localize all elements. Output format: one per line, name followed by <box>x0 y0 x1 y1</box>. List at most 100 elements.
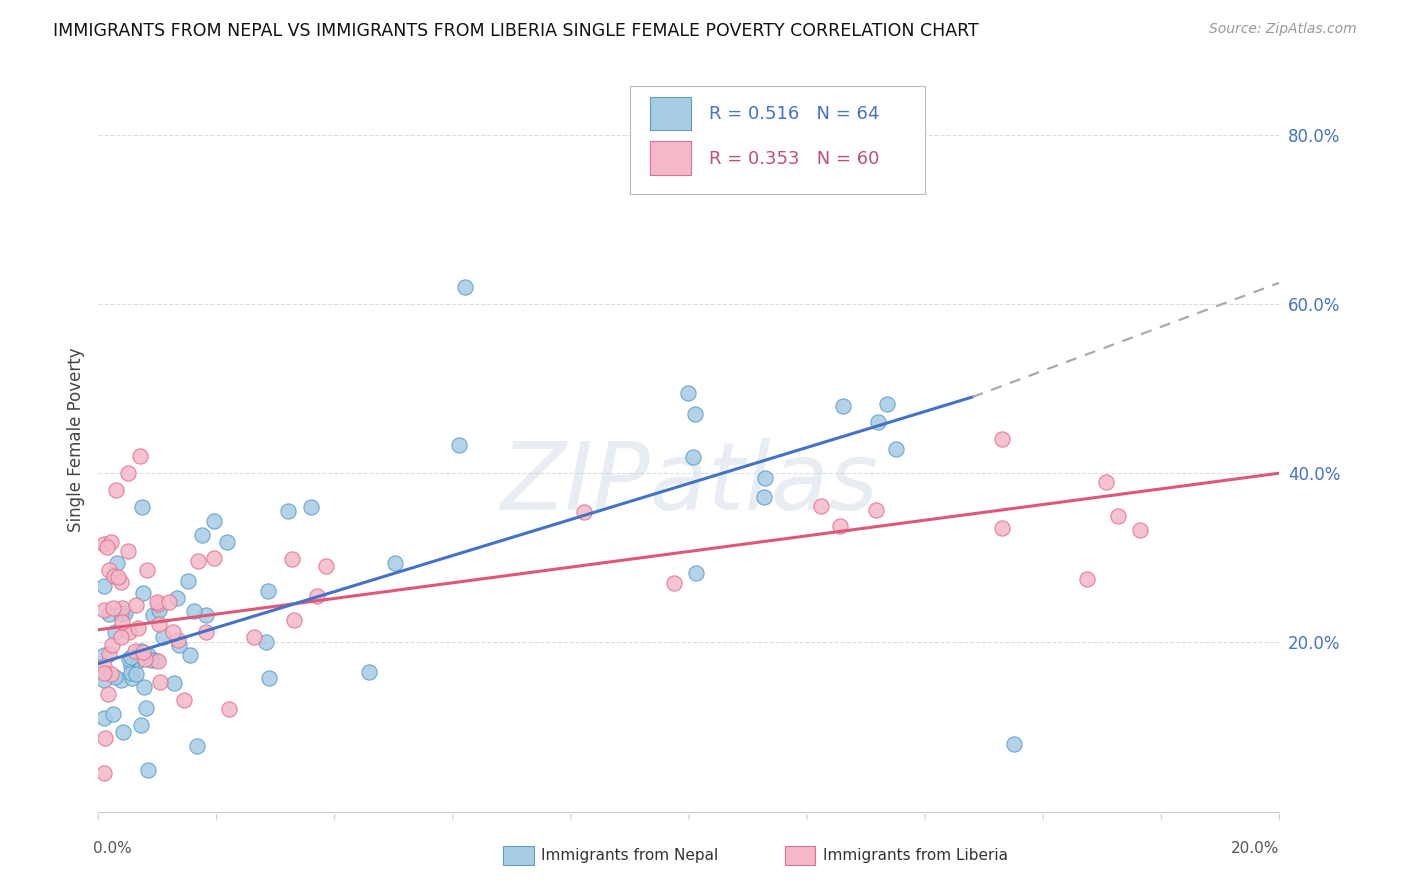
Point <box>118 652 141 666</box>
Point <box>93 673 115 687</box>
Point <box>125 598 148 612</box>
Point <box>991 433 1014 447</box>
Point <box>111 725 134 739</box>
Point <box>135 563 157 577</box>
Point <box>146 655 169 669</box>
Point <box>120 659 142 673</box>
Text: Immigrants from Liberia: Immigrants from Liberia <box>823 848 1008 863</box>
Point <box>754 490 776 504</box>
Point <box>179 648 201 663</box>
Point <box>1108 509 1130 524</box>
Point <box>125 666 148 681</box>
Point <box>100 667 122 681</box>
Text: R = 0.516   N = 64: R = 0.516 N = 64 <box>709 105 879 123</box>
Point <box>127 622 149 636</box>
Point <box>453 280 475 294</box>
Point <box>93 537 115 551</box>
Point <box>204 550 226 565</box>
Point <box>162 624 184 639</box>
Point <box>449 437 471 451</box>
Point <box>283 614 305 628</box>
Point <box>676 386 699 401</box>
Text: 20.0%: 20.0% <box>1232 841 1279 856</box>
Point <box>110 607 132 621</box>
Point <box>832 399 855 413</box>
Point <box>280 552 302 566</box>
Bar <box>650 96 692 130</box>
Bar <box>650 141 692 175</box>
Text: Source: ZipAtlas.com: Source: ZipAtlas.com <box>1209 22 1357 37</box>
Point <box>257 671 280 685</box>
Point <box>93 659 115 673</box>
Point <box>136 648 159 662</box>
Point <box>754 471 776 485</box>
Text: ZIPatlas: ZIPatlas <box>501 439 877 530</box>
Point <box>145 595 167 609</box>
Point <box>96 541 118 555</box>
Point <box>685 566 707 580</box>
Point <box>148 603 170 617</box>
Point <box>117 544 139 558</box>
Point <box>876 397 898 411</box>
Y-axis label: Single Female Poverty: Single Female Poverty <box>66 347 84 532</box>
Point <box>142 608 165 623</box>
Point <box>136 763 159 777</box>
Point <box>257 583 280 598</box>
Point <box>254 635 277 649</box>
Point <box>139 653 162 667</box>
Point <box>121 671 143 685</box>
Point <box>886 442 908 457</box>
Point <box>194 624 217 639</box>
Point <box>187 554 209 568</box>
Point <box>183 604 205 618</box>
Point <box>98 563 121 577</box>
Point <box>135 700 157 714</box>
Point <box>1002 737 1025 751</box>
Text: Immigrants from Nepal: Immigrants from Nepal <box>541 848 718 863</box>
Point <box>173 692 195 706</box>
Point <box>202 514 225 528</box>
Point <box>157 595 180 609</box>
Point <box>93 666 115 681</box>
Point <box>97 687 120 701</box>
Point <box>101 707 124 722</box>
Point <box>98 647 121 661</box>
Point <box>384 556 406 570</box>
Point <box>152 630 174 644</box>
Point <box>93 579 115 593</box>
Point <box>218 702 240 716</box>
Text: IMMIGRANTS FROM NEPAL VS IMMIGRANTS FROM LIBERIA SINGLE FEMALE POVERTY CORRELATI: IMMIGRANTS FROM NEPAL VS IMMIGRANTS FROM… <box>53 22 979 40</box>
FancyBboxPatch shape <box>630 86 925 194</box>
Point <box>103 569 125 583</box>
Point <box>110 673 132 688</box>
Point <box>163 676 186 690</box>
Point <box>134 652 156 666</box>
Point <box>683 407 706 421</box>
Point <box>167 638 190 652</box>
Point <box>132 645 155 659</box>
Point <box>118 625 141 640</box>
Point <box>194 607 217 622</box>
Point <box>111 601 134 615</box>
Point <box>299 500 322 515</box>
Point <box>110 630 132 644</box>
Point <box>94 731 117 746</box>
Point <box>105 556 128 570</box>
Point <box>143 653 166 667</box>
Point <box>104 625 127 640</box>
Point <box>129 718 152 732</box>
Point <box>277 504 299 518</box>
Point <box>111 615 134 629</box>
Point <box>166 591 188 606</box>
Point <box>105 483 128 497</box>
Point <box>1095 475 1118 489</box>
Point <box>104 670 127 684</box>
Point <box>93 648 115 663</box>
Point <box>117 466 139 480</box>
Point <box>572 505 595 519</box>
Text: 0.0%: 0.0% <box>93 841 131 856</box>
Point <box>114 606 136 620</box>
Point <box>307 589 329 603</box>
Point <box>662 575 685 590</box>
Point <box>830 519 852 533</box>
